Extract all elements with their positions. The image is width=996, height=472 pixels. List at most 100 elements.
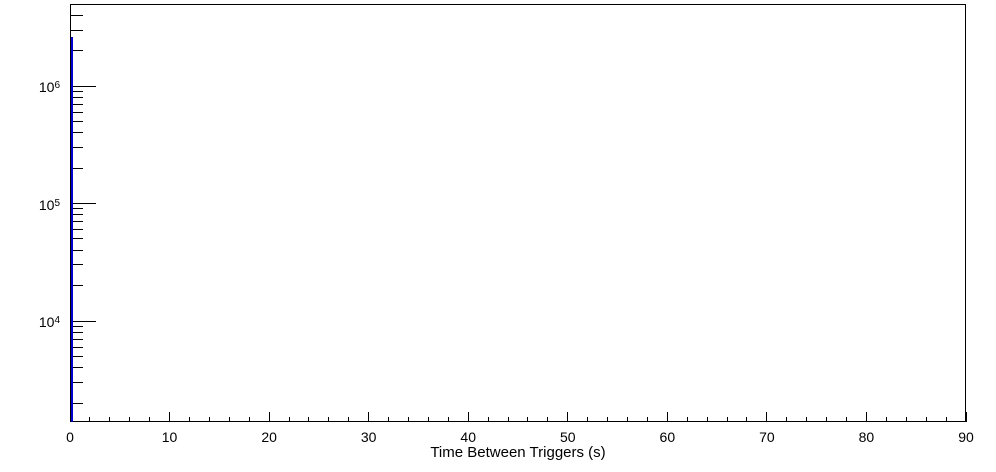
x-major-tick [766, 412, 768, 422]
x-major-tick [567, 412, 569, 422]
y-minor-tick [70, 90, 83, 92]
y-minor-tick [70, 208, 83, 210]
x-minor-tick [885, 417, 887, 422]
x-minor-tick [527, 417, 529, 422]
y-minor-tick [70, 167, 83, 169]
y-tick-label: 106 [0, 76, 60, 97]
y-minor-tick [70, 96, 83, 98]
y-minor-tick [70, 14, 83, 16]
x-minor-tick [627, 417, 628, 422]
y-minor-tick [70, 111, 83, 113]
x-minor-tick [447, 417, 449, 422]
x-major-tick [965, 412, 967, 422]
y-minor-tick [70, 221, 83, 223]
y-minor-tick [70, 29, 83, 31]
x-minor-tick [607, 417, 609, 422]
x-minor-tick [188, 417, 190, 422]
y-tick-label-exponent: 6 [54, 80, 60, 92]
x-tick-label: 90 [958, 429, 974, 445]
x-minor-tick [208, 417, 210, 422]
y-minor-tick [70, 120, 83, 122]
x-minor-tick [945, 417, 947, 422]
x-minor-tick [507, 417, 509, 422]
y-tick-label-base: 10 [38, 314, 55, 331]
x-tick-label: 10 [161, 429, 178, 445]
x-axis-title: Time Between Triggers (s) [430, 444, 606, 461]
x-minor-tick [905, 417, 907, 422]
x-minor-tick [248, 417, 250, 422]
y-minor-tick [70, 249, 83, 251]
y-minor-tick [70, 147, 83, 149]
x-major-tick [467, 412, 469, 422]
y-tick-label: 104 [0, 311, 60, 332]
y-minor-tick [70, 402, 83, 404]
y-minor-tick [70, 381, 83, 383]
x-minor-tick [846, 417, 848, 422]
x-major-tick [69, 412, 71, 422]
x-major-tick [666, 412, 668, 422]
y-minor-tick [70, 132, 83, 134]
y-minor-tick [70, 367, 83, 369]
y-tick-label-exponent: 5 [54, 197, 60, 209]
x-tick-label: 70 [759, 429, 775, 445]
x-minor-tick [89, 417, 91, 422]
y-minor-tick [70, 331, 83, 333]
x-tick-label: 50 [559, 429, 576, 445]
x-tick-label: 20 [261, 429, 277, 445]
x-tick-label: 0 [66, 429, 74, 445]
x-minor-tick [706, 417, 708, 422]
y-minor-tick [70, 285, 83, 287]
x-minor-tick [686, 417, 688, 422]
y-major-tick [70, 203, 96, 205]
x-minor-tick [587, 417, 589, 422]
x-minor-tick [786, 417, 788, 422]
x-minor-tick [149, 417, 151, 422]
x-minor-tick [427, 417, 429, 422]
x-tick-label: 30 [360, 429, 377, 445]
x-minor-tick [826, 417, 828, 422]
x-minor-tick [726, 417, 728, 422]
y-tick-label-exponent: 4 [54, 315, 60, 327]
y-minor-tick [70, 238, 83, 240]
y-tick-label: 105 [0, 194, 60, 215]
x-minor-tick [547, 417, 549, 422]
x-major-tick [268, 412, 270, 422]
x-tick-label: 60 [659, 429, 676, 445]
x-major-tick [865, 412, 867, 422]
plot-frame [70, 4, 966, 422]
y-major-tick [70, 85, 96, 87]
y-tick-label-base: 10 [38, 196, 55, 213]
x-tick-label: 40 [460, 429, 476, 445]
y-minor-tick [70, 214, 83, 216]
y-minor-tick [70, 355, 83, 357]
x-minor-tick [487, 417, 489, 422]
y-minor-tick [70, 325, 83, 327]
y-minor-tick [70, 264, 83, 266]
x-minor-tick [646, 417, 648, 422]
y-minor-tick [70, 346, 83, 348]
x-major-tick [169, 412, 171, 422]
y-minor-tick [70, 338, 83, 340]
x-minor-tick [806, 417, 808, 422]
y-minor-tick [70, 3, 83, 5]
x-minor-tick [388, 417, 390, 422]
x-minor-tick [228, 417, 230, 422]
x-tick-label: 80 [858, 429, 875, 445]
x-major-tick [368, 412, 370, 422]
y-tick-label-base: 10 [38, 79, 55, 96]
x-minor-tick [348, 417, 350, 422]
x-minor-tick [925, 417, 927, 422]
x-minor-tick [746, 417, 748, 422]
x-minor-tick [129, 417, 131, 422]
x-minor-tick [109, 417, 111, 422]
x-minor-tick [308, 417, 310, 422]
histogram-first-bin-spike [70, 37, 73, 422]
x-minor-tick [288, 417, 290, 422]
y-major-tick [70, 320, 96, 322]
y-minor-tick [70, 229, 83, 231]
x-minor-tick [407, 417, 409, 422]
x-minor-tick [328, 417, 330, 422]
y-minor-tick [70, 50, 83, 52]
y-minor-tick [70, 103, 83, 105]
